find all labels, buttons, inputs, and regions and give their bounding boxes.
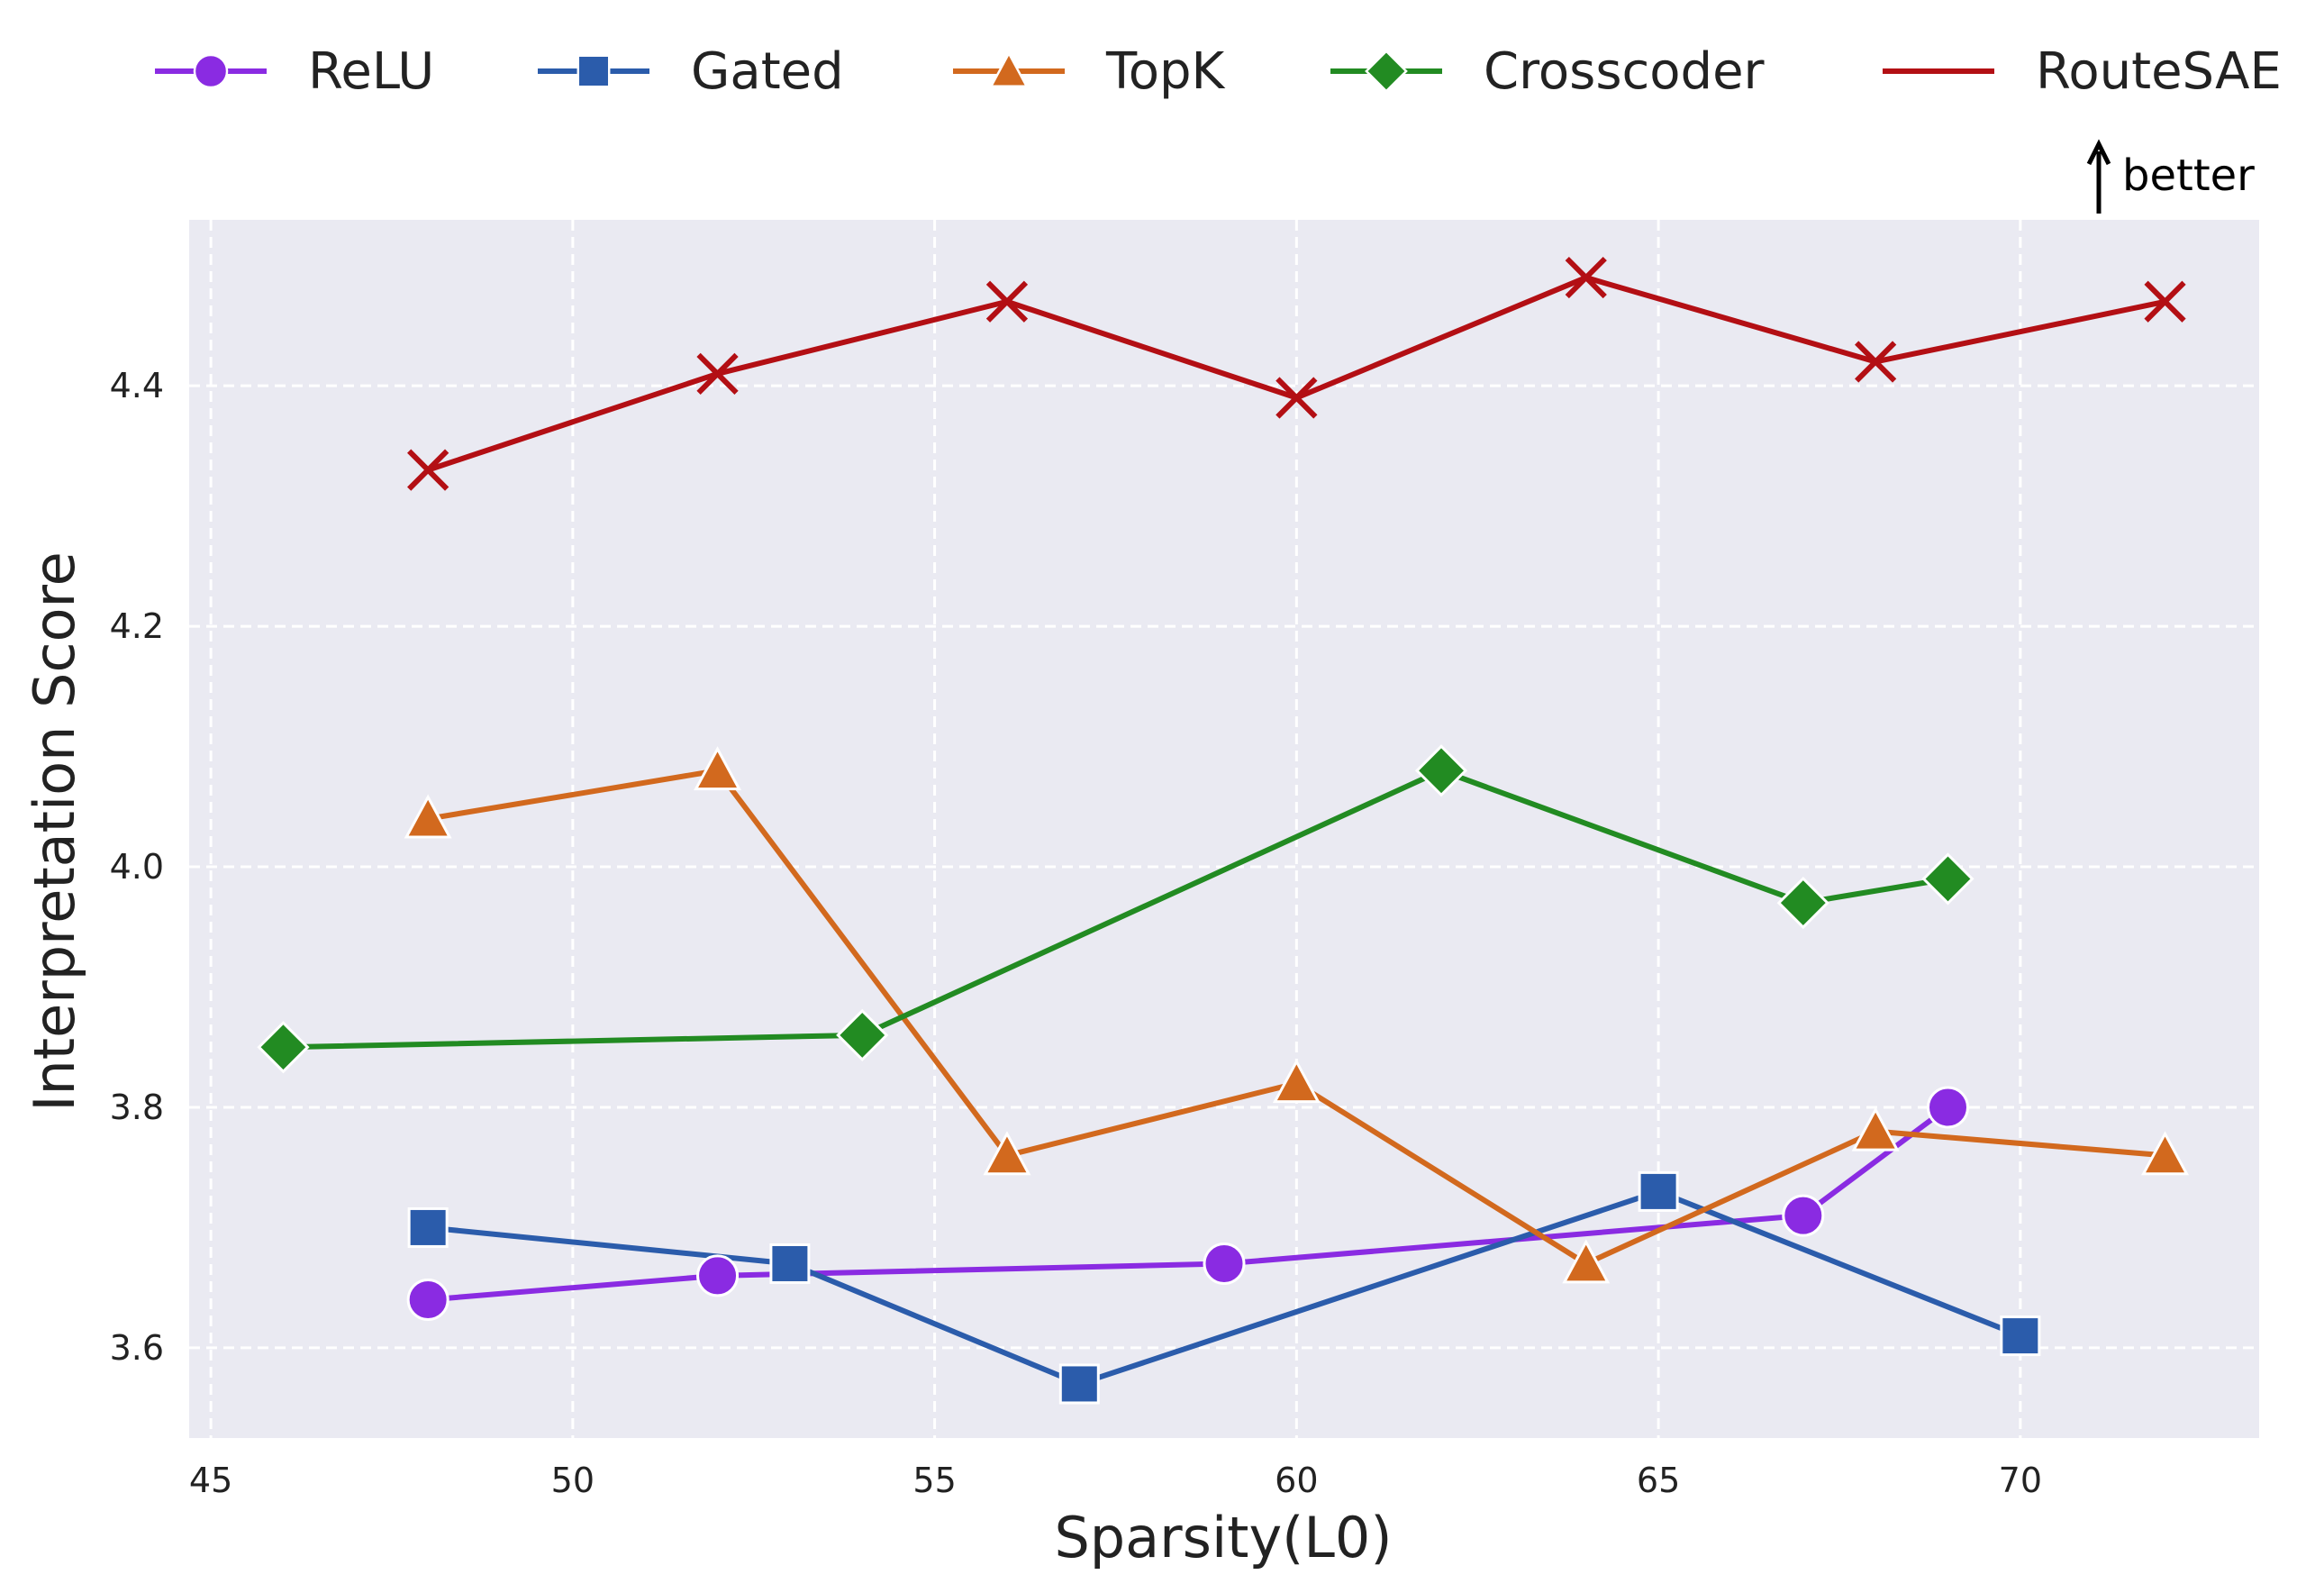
legend-item-gated: Gated [538, 42, 844, 101]
y-tick-label: 4.4 [110, 366, 164, 405]
relu-data-point [1926, 1086, 1969, 1129]
legend-relu-label: ReLU [308, 42, 434, 101]
crosscoder-data-point [257, 1021, 310, 1074]
legend-crosscoder-label: Crosscoder [1484, 42, 1766, 101]
legend-gated-marker-icon [576, 54, 611, 88]
crosscoder-data-point [1921, 852, 1974, 906]
crosscoder-data-point [1776, 876, 1829, 930]
relu-data-point [406, 1279, 449, 1322]
legend-topk-label: TopK [1105, 42, 1226, 101]
gated-data-point [769, 1243, 811, 1284]
x-axis-label: Sparsity(L0) [1054, 1505, 1392, 1570]
x-tick-label: 60 [1275, 1461, 1318, 1500]
legend: ReLU Gated TopK Crosscoder RouteSAE [155, 42, 2282, 101]
legend-gated-label: Gated [691, 42, 844, 101]
x-tick-labels: 45 50 55 60 65 70 [189, 1461, 2042, 1500]
y-tick-label: 3.8 [110, 1088, 164, 1127]
legend-relu-marker-icon [193, 53, 229, 89]
series-markers [257, 256, 2190, 1405]
routesae-data-point [1565, 256, 1607, 299]
x-tick-label: 50 [551, 1461, 595, 1500]
y-tick-label: 4.0 [110, 847, 164, 887]
topk-data-point [1851, 1106, 1900, 1152]
topk-data-point [983, 1131, 1031, 1176]
topk-data-point [694, 746, 742, 791]
routesae-data-point [985, 280, 1029, 323]
legend-crosscoder-marker-icon [1365, 50, 1408, 93]
crosscoder-data-point [1414, 744, 1468, 797]
routesae-data-point [2144, 280, 2186, 323]
y-axis-label: Interpretation Score [22, 551, 87, 1112]
gated-data-point [1058, 1363, 1100, 1405]
topk-data-point [404, 794, 452, 839]
legend-topk-marker-icon [989, 50, 1029, 87]
routesae-data-point [1275, 377, 1318, 419]
legend-item-relu: ReLU [155, 42, 434, 101]
routesae-data-point [1855, 341, 1897, 383]
routesae-data-point [696, 352, 739, 395]
relu-data-point [696, 1254, 740, 1297]
y-tick-label: 3.6 [110, 1328, 164, 1368]
legend-item-routesae: RouteSAE [1883, 42, 2282, 101]
gated-data-point [407, 1206, 449, 1248]
legend-item-crosscoder: Crosscoder [1330, 42, 1766, 101]
arrow-head-icon [2086, 139, 2111, 166]
x-tick-label: 70 [1999, 1461, 2042, 1500]
y-tick-labels: 3.6 3.8 4.0 4.2 4.4 [110, 366, 164, 1368]
better-annotation: better [2086, 139, 2255, 214]
plot-background [189, 220, 2259, 1438]
x-tick-label: 65 [1637, 1461, 1680, 1500]
x-tick-label: 55 [912, 1461, 956, 1500]
relu-data-point [1203, 1242, 1246, 1285]
y-tick-label: 4.2 [110, 606, 164, 646]
topk-data-point [1272, 1059, 1321, 1104]
routesae-data-point [407, 449, 449, 491]
gated-data-point [2000, 1315, 2041, 1357]
x-tick-label: 45 [189, 1461, 232, 1500]
topk-data-point [2141, 1131, 2190, 1176]
gated-data-point [1638, 1170, 1679, 1212]
legend-routesae-label: RouteSAE [2036, 42, 2282, 101]
better-label: better [2122, 150, 2255, 201]
legend-item-topk: TopK [953, 42, 1226, 101]
relu-data-point [1782, 1194, 1825, 1237]
topk-data-point [1562, 1239, 1611, 1284]
crosscoder-data-point [836, 1008, 889, 1062]
grid-lines [189, 220, 2259, 1438]
